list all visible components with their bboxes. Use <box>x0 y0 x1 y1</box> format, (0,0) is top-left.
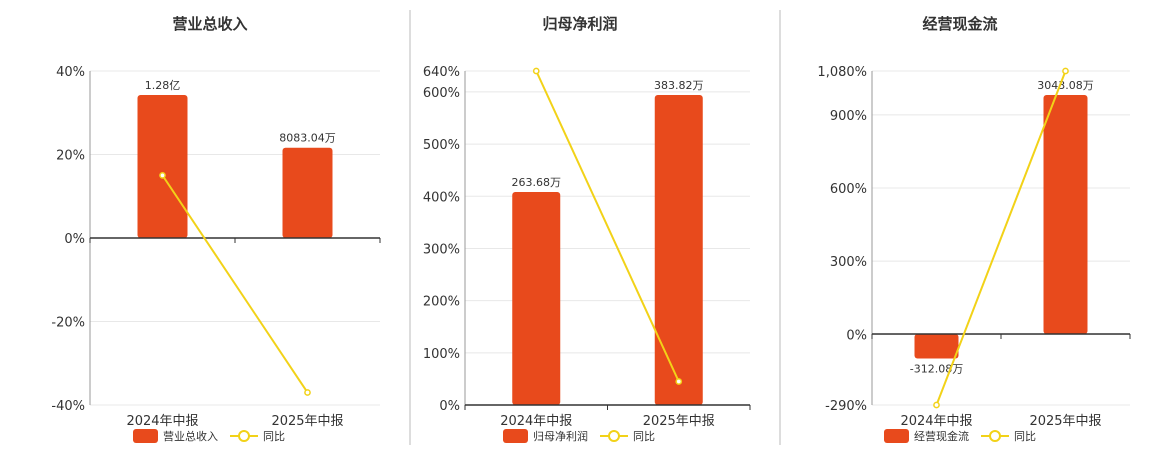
legend-bar-label: 归母净利润 <box>533 429 588 443</box>
chart-panel-1: 营业总收入 40% 20% 0% -20% -40% 1.28亿 8083.04万 2024年中… <box>51 15 381 443</box>
bar-data-label: 263.68万 <box>512 176 562 189</box>
yoy-line <box>161 174 309 394</box>
bar <box>654 95 703 405</box>
yoy-point <box>675 378 683 385</box>
legend-line-marker <box>608 430 620 442</box>
x-category-label: 2025年中报 <box>643 414 715 429</box>
y-tick-label: -40% <box>51 399 85 414</box>
yoy-point <box>1062 67 1069 75</box>
legend-line-label: 同比 <box>263 430 285 443</box>
y-tick-label: 300% <box>830 255 867 270</box>
bar-data-label: 1.28亿 <box>145 79 181 92</box>
bar <box>914 334 959 359</box>
bar <box>137 95 188 238</box>
y-tick-label: -20% <box>51 316 85 331</box>
y-tick-label: -290% <box>825 399 867 414</box>
chart-title: 经营现金流 <box>922 15 997 33</box>
chart-title: 营业总收入 <box>172 15 247 33</box>
y-tick-label: 100% <box>423 347 460 362</box>
x-category-label: 2024年中报 <box>900 414 972 429</box>
chart-title: 归母净利润 <box>542 15 617 33</box>
bar <box>282 147 333 238</box>
bar <box>1043 95 1088 334</box>
y-tick-label: 600% <box>423 86 460 101</box>
y-tick-label: 20% <box>56 149 85 164</box>
bar-data-label: 8083.04万 <box>279 132 336 145</box>
legend-line-label: 同比 <box>1014 430 1036 443</box>
x-category-label: 2025年中报 <box>271 414 343 429</box>
legend-line-marker <box>238 430 250 442</box>
y-tick-label: 200% <box>423 295 460 310</box>
yoy-point <box>532 67 540 75</box>
bar-data-label: 3043.08万 <box>1037 79 1094 92</box>
legend-bar-label: 营业总收入 <box>163 429 218 443</box>
legend-bar-label: 经营现金流 <box>914 429 969 443</box>
x-category-label: 2024年中报 <box>126 414 198 429</box>
y-tick-label: 0% <box>64 232 85 247</box>
bar <box>512 192 561 405</box>
y-tick-label: 40% <box>56 65 85 80</box>
y-tick-label: 0% <box>439 399 460 414</box>
y-tick-label: 1,080% <box>817 65 867 80</box>
bar-data-label: -312.08万 <box>910 363 963 376</box>
legend-line-marker <box>989 430 1001 442</box>
yoy-point <box>933 401 940 409</box>
chart-panel-3: 经营现金流 1,080% 900% 600% 300% 0% -290% -312.08万 30… <box>817 15 1131 443</box>
legend-bar-swatch <box>133 429 158 443</box>
y-tick-label: 600% <box>830 182 867 197</box>
x-category-label: 2024年中报 <box>500 414 572 429</box>
chart-panel-2: 归母净利润 640% 600% 500% 400% 300% 200% 100% 0% 263.6… <box>423 15 751 443</box>
y-tick-label: 640% <box>423 65 460 80</box>
y-tick-label: 0% <box>846 328 867 343</box>
yoy-line <box>535 70 680 382</box>
y-tick-label: 400% <box>423 190 460 205</box>
yoy-line <box>935 70 1067 406</box>
y-tick-label: 900% <box>830 109 867 124</box>
y-tick-label: 300% <box>423 242 460 257</box>
bar-data-label: 383.82万 <box>654 79 704 92</box>
legend-bar-swatch <box>884 429 909 443</box>
legend-line-label: 同比 <box>633 430 655 443</box>
x-category-label: 2025年中报 <box>1029 414 1101 429</box>
yoy-point <box>159 172 166 179</box>
yoy-point <box>304 389 311 396</box>
y-tick-label: 500% <box>423 138 460 153</box>
legend-bar-swatch <box>503 429 528 443</box>
